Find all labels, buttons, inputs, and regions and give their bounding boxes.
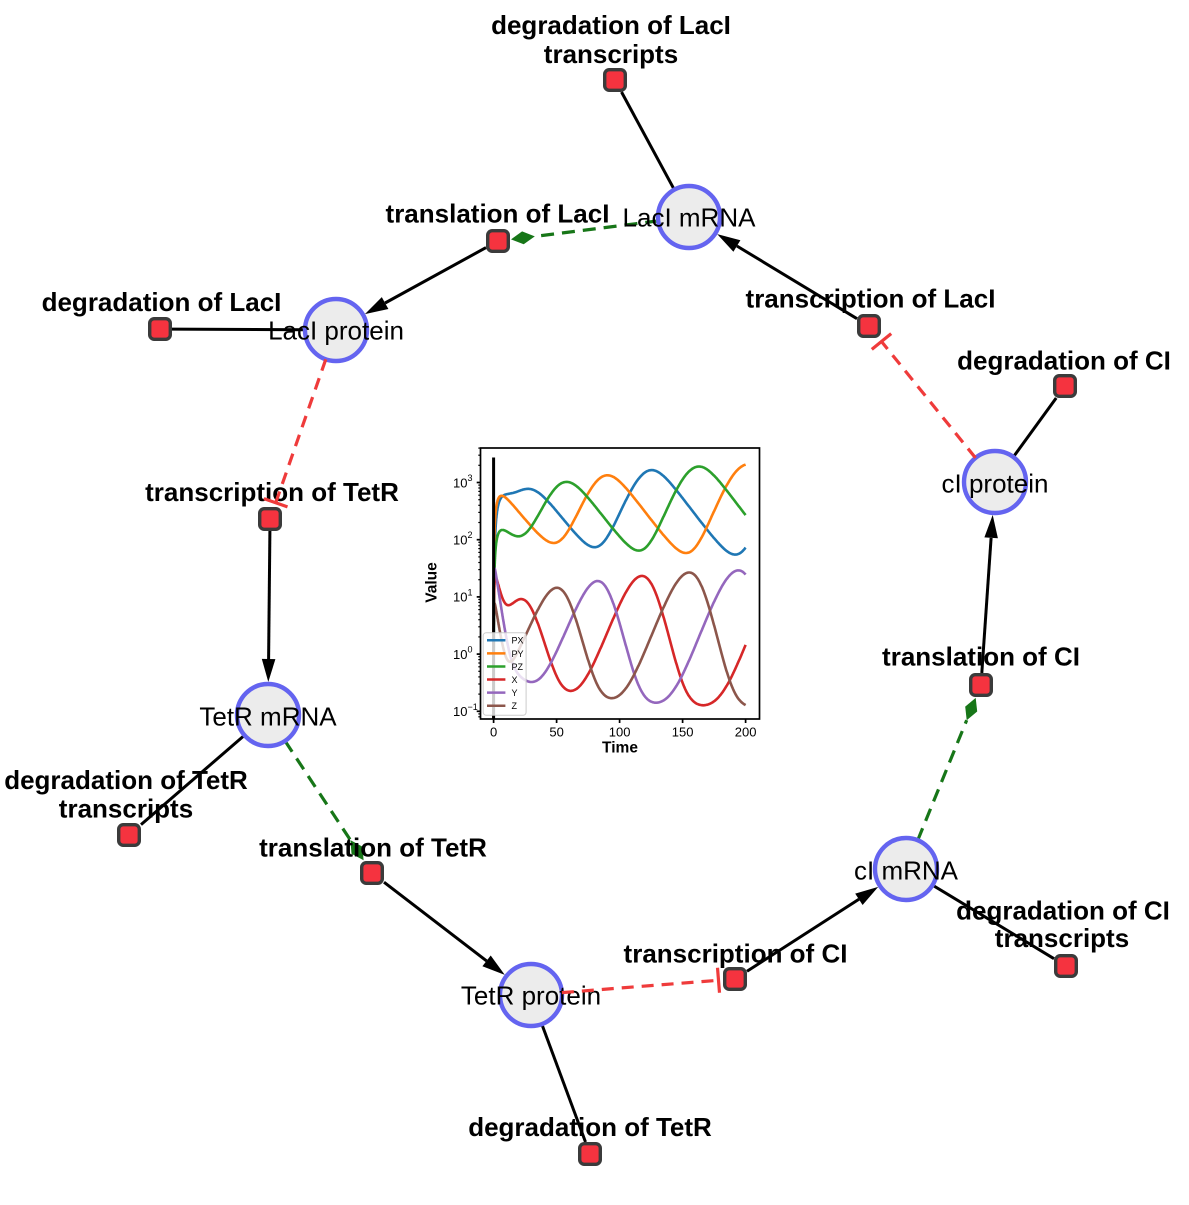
svg-text:degradation of TetR: degradation of TetR [468,1112,712,1142]
svg-text:Z: Z [512,701,518,711]
svg-text:transcripts: transcripts [59,794,193,824]
svg-text:2: 2 [468,530,473,540]
svg-text:Y: Y [512,688,518,698]
svg-text:transcripts: transcripts [544,39,678,69]
svg-text:degradation of LacI: degradation of LacI [491,10,731,40]
svg-text:transcripts: transcripts [995,923,1129,953]
svg-text:0: 0 [490,725,497,740]
svg-text:10: 10 [453,475,467,490]
svg-text:degradation of TetR: degradation of TetR [4,765,248,795]
svg-text:cI protein: cI protein [942,468,1049,498]
svg-text:150: 150 [672,725,694,740]
svg-text:10: 10 [453,590,467,605]
svg-text:−1: −1 [468,702,478,712]
svg-text:translation of LacI: translation of LacI [386,198,610,228]
svg-text:cI mRNA: cI mRNA [854,855,959,885]
svg-text:10: 10 [453,704,467,719]
svg-text:PX: PX [512,636,524,646]
svg-text:10: 10 [453,533,467,548]
svg-text:X: X [512,675,518,685]
svg-text:degradation of LacI: degradation of LacI [42,287,282,317]
svg-text:degradation of CI: degradation of CI [956,895,1170,925]
svg-text:transcription of LacI: transcription of LacI [746,283,996,313]
svg-text:LacI mRNA: LacI mRNA [623,202,757,232]
svg-text:1: 1 [468,587,473,597]
svg-text:0: 0 [468,645,473,655]
svg-text:PZ: PZ [512,662,524,672]
svg-text:200: 200 [735,725,757,740]
svg-text:PY: PY [512,649,524,659]
svg-text:TetR mRNA: TetR mRNA [199,701,337,731]
svg-text:LacI protein: LacI protein [268,315,404,345]
svg-text:10: 10 [453,647,467,662]
svg-text:100: 100 [609,725,631,740]
svg-text:Time: Time [602,740,638,757]
svg-text:3: 3 [468,473,473,483]
svg-text:Value: Value [424,562,441,603]
svg-text:50: 50 [549,725,563,740]
svg-text:transcription of CI: transcription of CI [624,939,848,969]
svg-text:TetR protein: TetR protein [461,980,601,1010]
svg-text:translation of CI: translation of CI [882,641,1080,671]
svg-text:degradation of CI: degradation of CI [957,346,1171,376]
svg-text:translation of TetR: translation of TetR [259,832,487,862]
